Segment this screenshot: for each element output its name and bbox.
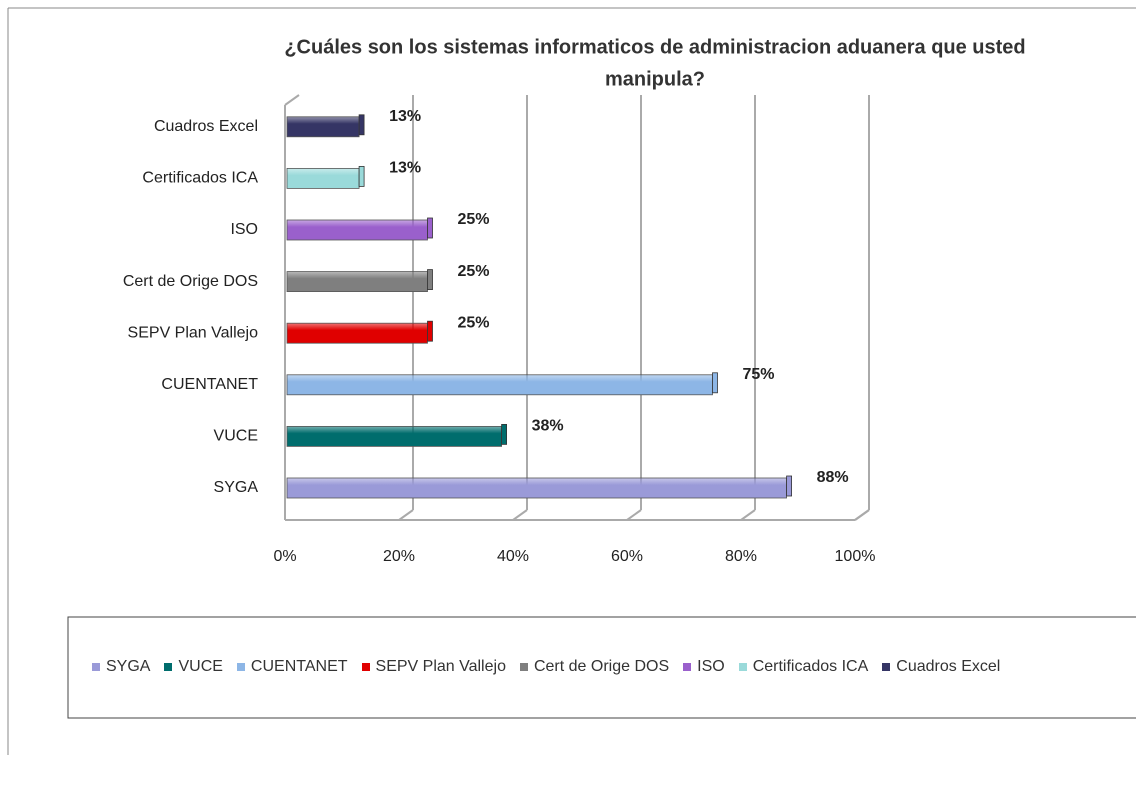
- bar: [286, 374, 713, 396]
- grid-line: [512, 509, 528, 521]
- grid-line: [740, 509, 756, 521]
- x-tick-label: 40%: [497, 548, 529, 565]
- legend-label: VUCE: [178, 658, 223, 675]
- bar-cap: [427, 217, 433, 239]
- bar-cap: [358, 165, 365, 187]
- legend: SYGA VUCE CUENTANET SEPV Plan Vallejo Cert d…: [92, 658, 1000, 676]
- x-tick-label: 60%: [611, 548, 643, 565]
- data-label: 25%: [458, 211, 490, 228]
- legend-item: Certificados ICA: [738, 658, 869, 676]
- data-label: 38%: [532, 418, 564, 435]
- data-label: 13%: [389, 160, 421, 177]
- legend-item: CUENTANET: [236, 658, 348, 676]
- legend-label: SEPV Plan Vallejo: [375, 658, 506, 675]
- legend-swatch: [164, 662, 173, 671]
- data-label: 13%: [389, 108, 421, 125]
- y-tick-label: SEPV Plan Vallejo: [128, 324, 259, 341]
- legend-item: SEPV Plan Vallejo: [361, 658, 506, 676]
- legend-label: ISO: [697, 658, 725, 675]
- bar: [286, 167, 360, 189]
- x-tick-label: 80%: [725, 548, 757, 565]
- x-tick-label: 100%: [835, 548, 876, 565]
- legend-item: SYGA: [92, 658, 150, 676]
- y-tick-label: SYGA: [214, 479, 259, 496]
- legend-swatch: [738, 662, 747, 671]
- legend-label: SYGA: [106, 658, 151, 675]
- legend-box: [67, 616, 1136, 719]
- bar: [286, 425, 503, 447]
- bar-cap: [501, 423, 508, 445]
- data-label: 25%: [458, 263, 490, 280]
- bar-cap: [786, 475, 792, 497]
- bar-cap: [358, 114, 365, 136]
- y-tick-label: CUENTANET: [161, 376, 258, 393]
- data-label: 88%: [817, 469, 849, 486]
- legend-swatch: [361, 662, 370, 671]
- data-label: 25%: [458, 314, 490, 331]
- bar-cap: [712, 372, 718, 394]
- bar: [286, 477, 788, 499]
- legend-swatch: [236, 662, 245, 671]
- legend-label: CUENTANET: [250, 658, 348, 675]
- y-tick-label: Certificados ICA: [142, 170, 258, 187]
- x-tick-label: 0%: [273, 548, 296, 565]
- x-tick-label: 20%: [383, 548, 415, 565]
- bar-cap: [427, 320, 433, 342]
- data-label: 75%: [743, 366, 775, 383]
- legend-swatch: [519, 662, 528, 671]
- legend-label: Certificados ICA: [752, 658, 869, 675]
- legend-label: Cert de Orige DOS: [533, 658, 670, 675]
- legend-item: Cuadros Excel: [882, 658, 1000, 676]
- grid-line: [854, 509, 870, 521]
- chart-title: ¿Cuáles son los sistemas informaticos de…: [284, 36, 1025, 58]
- legend-item: Cert de Orige DOS: [519, 658, 670, 676]
- grid-line: [398, 509, 414, 521]
- legend-label: Cuadros Excel: [896, 658, 1001, 675]
- y-tick-label: Cert de Orige DOS: [123, 273, 258, 290]
- bar-cap: [427, 269, 433, 291]
- bar: [286, 219, 428, 241]
- grid-line: [626, 509, 642, 521]
- legend-item: VUCE: [164, 658, 223, 676]
- legend-swatch: [92, 662, 100, 671]
- y-tick-label: ISO: [230, 221, 258, 238]
- bar: [286, 116, 360, 138]
- legend-swatch: [683, 662, 692, 671]
- bar: [286, 271, 428, 293]
- chart-title: manipula?: [605, 68, 705, 90]
- bar: [286, 322, 428, 344]
- y-tick-label: VUCE: [214, 428, 258, 445]
- axis-wall: [284, 94, 300, 106]
- y-tick-label: Cuadros Excel: [154, 118, 258, 135]
- legend-swatch: [882, 662, 891, 671]
- legend-item: ISO: [683, 658, 725, 676]
